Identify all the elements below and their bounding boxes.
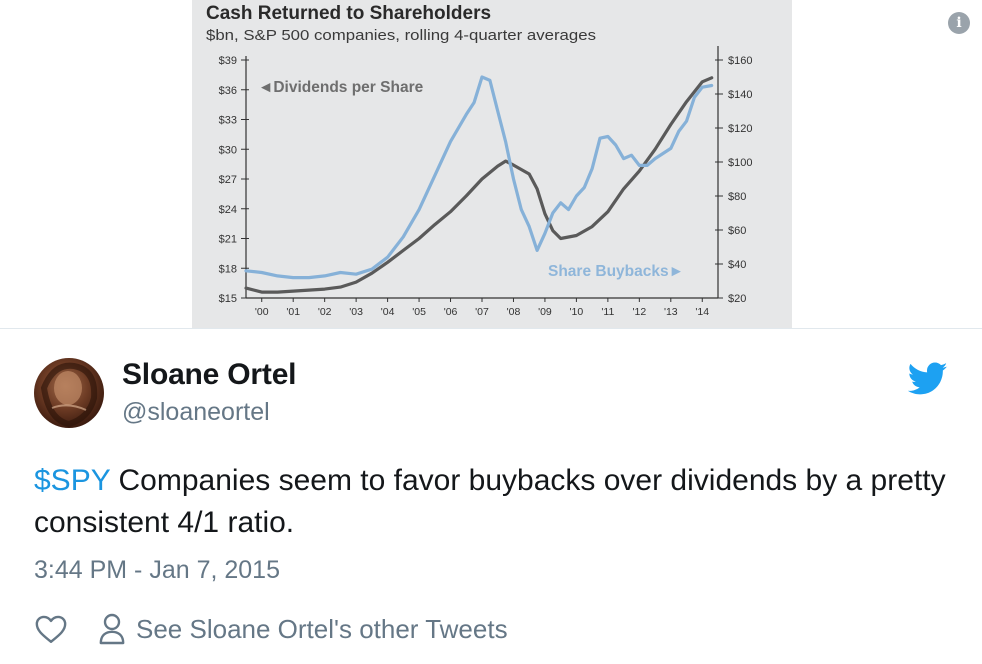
x-tick-label: '09	[538, 306, 552, 318]
chart: Cash Returned to Shareholders $bn, S&P 5…	[206, 3, 752, 318]
x-tick-label: '00	[255, 306, 269, 318]
right-tick-label: $120	[728, 123, 752, 135]
left-tick-label: $24	[219, 204, 237, 216]
x-tick-label: '03	[349, 306, 363, 318]
buybacks-annotation: Share Buybacks►	[548, 263, 684, 280]
x-tick-label: '07	[475, 306, 489, 318]
x-tick-label: '06	[444, 306, 458, 318]
chart-title: Cash Returned to Shareholders	[206, 3, 491, 24]
x-tick-label: '05	[412, 306, 426, 318]
left-tick-label: $36	[219, 85, 237, 97]
x-tick-label: '04	[381, 306, 395, 318]
avatar[interactable]	[34, 358, 104, 428]
author-name[interactable]: Sloane Ortel	[122, 358, 297, 391]
x-tick-label: '02	[318, 306, 332, 318]
right-tick-label: $20	[728, 293, 746, 305]
right-tick-label: $160	[728, 55, 752, 67]
chart-image[interactable]: Cash Returned to Shareholders $bn, S&P 5…	[192, 0, 792, 328]
right-tick-label: $80	[728, 191, 746, 203]
right-tick-label: $140	[728, 89, 752, 101]
info-icon[interactable]: i	[948, 12, 970, 34]
right-tick-label: $40	[728, 259, 746, 271]
heart-icon[interactable]	[34, 612, 68, 646]
twitter-bird-icon[interactable]	[908, 362, 948, 396]
right-tick-label: $100	[728, 157, 752, 169]
x-tick-label: '14	[695, 306, 709, 318]
left-tick-label: $33	[219, 115, 237, 127]
left-tick-label: $18	[219, 263, 237, 275]
dividends-per-share-line	[244, 76, 714, 294]
tweet-actions: See Sloane Ortel's other Tweets	[34, 610, 508, 648]
see-other-tweets-link[interactable]: See Sloane Ortel's other Tweets	[136, 613, 508, 644]
dividends-annotation: ◄Dividends per Share	[258, 79, 424, 96]
left-tick-label: $27	[219, 174, 237, 186]
tweet-media[interactable]: Cash Returned to Shareholders $bn, S&P 5…	[0, 0, 982, 329]
left-tick-label: $15	[219, 293, 237, 305]
left-tick-label: $30	[219, 144, 237, 156]
cashtag-link[interactable]: $SPY	[34, 464, 111, 497]
x-tick-label: '11	[601, 306, 614, 318]
right-tick-label: $60	[728, 225, 746, 237]
x-tick-label: '08	[507, 306, 521, 318]
tweet-body: Companies seem to favor buybacks over di…	[34, 464, 946, 539]
left-tick-label: $21	[219, 234, 237, 246]
share-buybacks-line	[244, 75, 714, 280]
chart-axes: $15 $18 $21 $24 $27 $30 $33 $36 $39 $20 $40 $60 $80 $…	[219, 46, 752, 318]
person-icon	[99, 613, 125, 645]
x-tick-label: '12	[632, 306, 646, 318]
tweet-text: $SPY Companies seem to favor buybacks ov…	[34, 460, 954, 544]
chart-subtitle: $bn, S&P 500 companies, rolling 4-quarte…	[206, 28, 596, 44]
chart-annotations: ◄Dividends per Share Share Buybacks►	[258, 79, 684, 280]
x-tick-label: '10	[570, 306, 584, 318]
chart-series	[244, 75, 714, 294]
avatar-photo	[40, 362, 98, 428]
x-tick-label: '13	[664, 306, 678, 318]
x-tick-label: '01	[286, 306, 300, 318]
left-tick-label: $39	[219, 55, 237, 67]
tweet-timestamp[interactable]: 3:44 PM - Jan 7, 2015	[34, 556, 280, 584]
author-handle[interactable]: @sloaneortel	[122, 398, 270, 426]
